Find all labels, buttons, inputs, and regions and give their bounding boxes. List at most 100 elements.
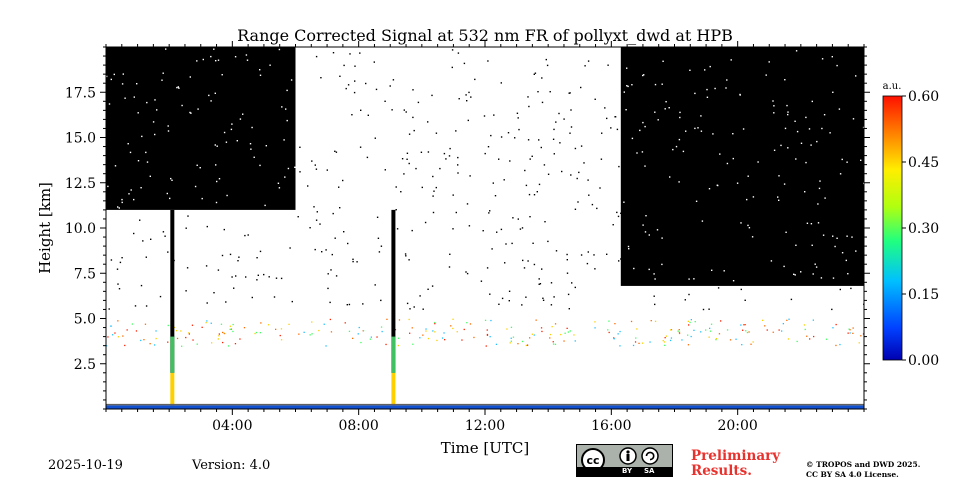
signal-spike-core [391,372,396,406]
signal-speck [787,147,789,149]
signal-speck [531,155,533,157]
signal-speck [500,82,502,84]
signal-speck [617,215,620,218]
aerosol-speck [563,340,565,342]
signal-speck [259,164,261,167]
sharealike-icon [641,447,659,465]
cc-license-badge[interactable]: cc BY SA [576,444,673,477]
signal-speck [543,164,546,166]
aerosol-speck [323,323,325,325]
aerosol-speck [452,318,454,320]
aerosol-speck [566,327,568,329]
signal-speck [466,272,469,275]
aerosol-speck [608,320,610,322]
signal-speck [852,118,855,120]
signal-speck [218,178,221,180]
signal-speck [146,101,148,104]
signal-speck [128,193,130,195]
signal-speck [185,290,187,292]
aerosol-speck [677,330,679,332]
signal-speck [644,125,646,128]
signal-speck [577,201,579,203]
aerosol-speck [764,325,766,327]
signal-speck [544,221,546,223]
signal-speck [587,60,590,62]
signal-speck [206,302,208,304]
signal-speck [121,201,123,204]
signal-speck [334,150,336,152]
signal-speck [784,127,787,130]
signal-speck [855,250,857,252]
aerosol-speck [106,345,108,347]
signal-speck [576,177,578,180]
signal-speck [623,91,625,93]
signal-speck [746,198,748,201]
signal-speck [432,175,434,178]
signal-speck [108,308,110,310]
aerosol-speck [858,342,860,344]
signal-speck [618,260,620,262]
signal-speck [210,100,212,102]
aerosol-speck [718,333,721,335]
aerosol-speck [517,343,519,345]
aerosol-speck [211,342,213,344]
signal-speck [452,228,454,230]
signal-speck [487,146,490,148]
signal-speck [627,245,630,248]
signal-speck [550,304,553,306]
aerosol-speck [862,333,864,335]
signal-speck [196,164,198,166]
signal-speck [567,293,570,296]
signal-speck [280,277,283,280]
signal-speck [570,109,572,111]
aerosol-speck [670,329,672,331]
signal-speck [580,145,583,147]
aerosol-speck [260,322,262,324]
aerosol-speck [352,337,354,339]
signal-speck [482,230,484,232]
signal-speck [233,287,235,289]
aerosol-speck [222,341,224,344]
signal-speck [291,300,293,303]
signal-speck [820,277,823,279]
x-tick-label: 20:00 [717,418,757,434]
signal-speck [795,158,797,160]
signal-speck [636,152,638,154]
signal-speck [376,216,379,218]
signal-speck [688,278,690,280]
aerosol-speck [825,338,828,340]
aerosol-speck [275,328,277,330]
aerosol-speck [485,345,487,347]
aerosol-speck [267,324,270,326]
signal-speck [214,92,216,94]
aerosol-speck [434,323,436,325]
aerosol-speck [386,318,388,320]
signal-speck [491,248,493,250]
signal-speck [166,192,168,195]
signal-speck [286,89,288,92]
signal-speck [351,114,353,116]
aerosol-speck [206,320,208,322]
aerosol-speck [486,329,488,331]
signal-speck [326,169,328,171]
signal-speck [325,249,327,251]
aerosol-speck [849,329,851,331]
signal-speck [644,165,646,167]
aerosol-speck [796,340,798,343]
signal-spike [391,209,396,373]
aerosol-speck [456,331,458,333]
signal-speck [277,182,280,184]
signal-speck [435,132,438,134]
signal-speck [601,132,603,134]
signal-speck [197,108,199,110]
y-tick-label: 7.5 [74,266,96,282]
signal-speck [593,254,595,256]
y-tick-label: 10.0 [65,221,96,237]
signal-speck [384,169,386,171]
signal-speck [412,89,414,91]
signal-speck [313,206,315,208]
version-label: Version: 4.0 [192,458,271,473]
signal-speck [540,146,542,149]
signal-spike-mid [170,336,175,373]
signal-speck [250,148,252,150]
